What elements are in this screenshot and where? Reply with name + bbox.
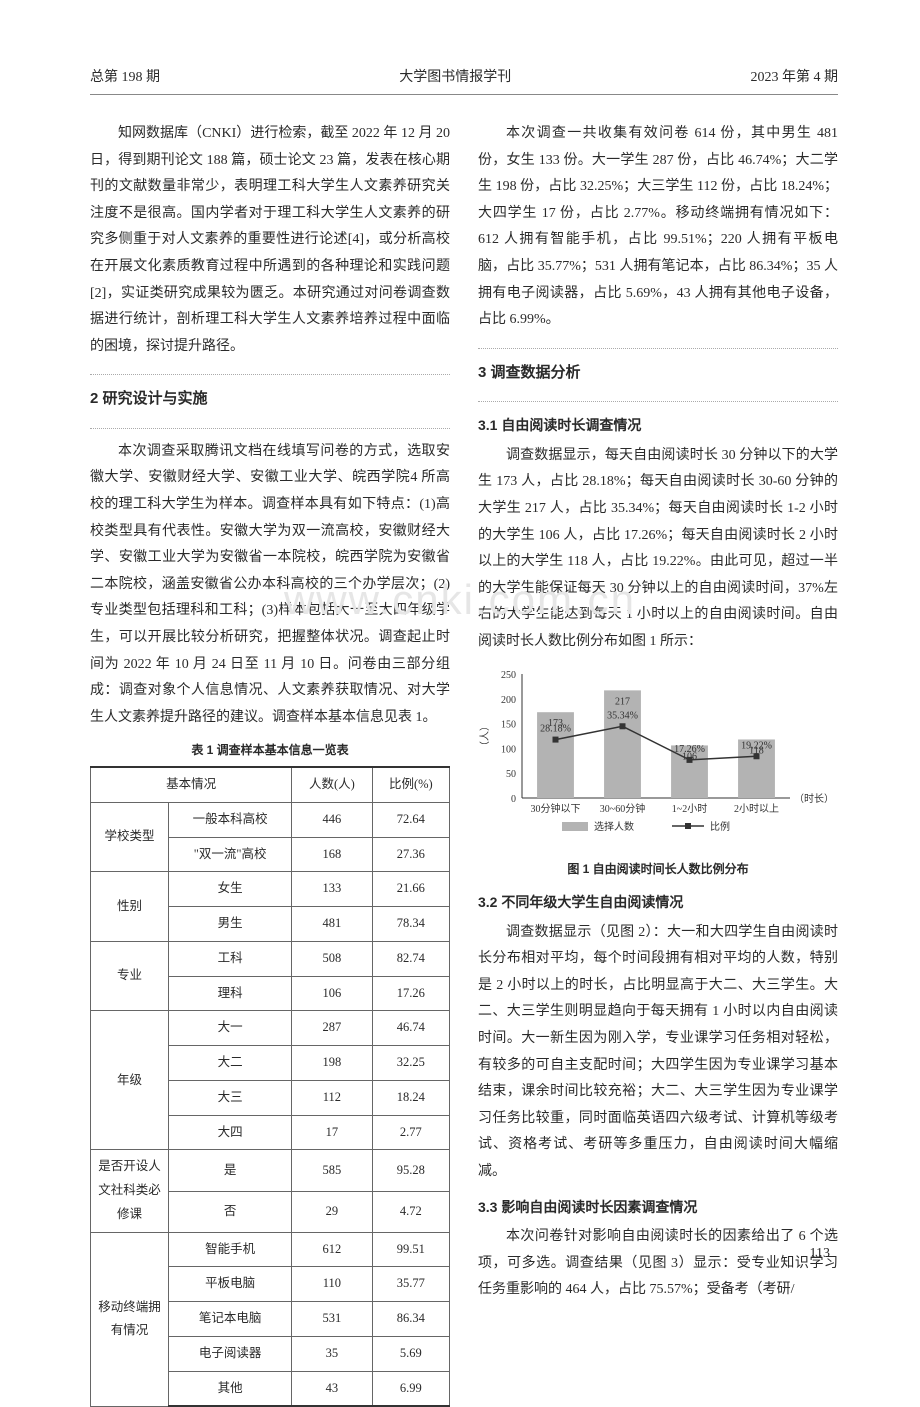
left-para-2: 本次调查采取腾讯文档在线填写问卷的方式，选取安徽大学、安徽财经大学、安徽工业大学… xyxy=(90,439,450,732)
svg-text:250: 250 xyxy=(501,670,516,681)
svg-text:217: 217 xyxy=(615,696,630,707)
figure-1-caption: 图 1 自由阅读时间长人数比例分布 xyxy=(478,858,838,881)
para-3-2: 调查数据显示（见图 2）：大一和大四学生自由阅读时长分布相对平均，每个时间段拥有… xyxy=(478,920,838,1186)
divider xyxy=(90,374,450,375)
svg-text:2小时以上: 2小时以上 xyxy=(734,803,779,815)
svg-text:28.18%: 28.18% xyxy=(540,723,571,734)
svg-text:35.34%: 35.34% xyxy=(607,710,638,721)
svg-text:100: 100 xyxy=(501,744,516,755)
svg-text:选择人数: 选择人数 xyxy=(594,820,634,833)
svg-text:（时长）: （时长） xyxy=(794,793,834,805)
header-right: 2023 年第 4 期 xyxy=(751,66,839,86)
page-number: 113 xyxy=(810,1246,830,1262)
svg-text:19.22%: 19.22% xyxy=(741,740,772,751)
divider xyxy=(478,348,838,349)
section-3-title: 3 调查数据分析 xyxy=(478,359,838,388)
svg-text:50: 50 xyxy=(506,769,516,780)
two-column-layout: 知网数据库（CNKI）进行检索，截至 2022 年 12 月 20 日，得到期刊… xyxy=(90,121,838,1407)
section-3-3-title: 3.3 影响自由阅读时长因素调查情况 xyxy=(478,1194,838,1221)
left-column: 知网数据库（CNKI）进行检索，截至 2022 年 12 月 20 日，得到期刊… xyxy=(90,121,450,1407)
svg-text:200: 200 xyxy=(501,694,516,705)
svg-text:30分钟以下: 30分钟以下 xyxy=(531,802,581,815)
right-para-top: 本次调查一共收集有效问卷 614 份，其中男生 481 份，女生 133 份。大… xyxy=(478,121,838,334)
svg-text:17.26%: 17.26% xyxy=(674,743,705,754)
svg-text:30~60分钟: 30~60分钟 xyxy=(600,802,645,815)
section-2-title: 2 研究设计与实施 xyxy=(90,385,450,414)
table-1-caption: 表 1 调查样本基本信息一览表 xyxy=(90,739,450,762)
svg-text:（人）: （人） xyxy=(479,721,491,751)
svg-text:0: 0 xyxy=(511,794,516,805)
section-3-2-title: 3.2 不同年级大学生自由阅读情况 xyxy=(478,889,838,916)
chart-1-svg: 050100150200250（人）17321710611828.18%35.3… xyxy=(478,664,838,844)
header-left: 总第 198 期 xyxy=(90,66,160,86)
divider xyxy=(478,401,838,402)
figure-1: 050100150200250（人）17321710611828.18%35.3… xyxy=(478,664,838,855)
page-header: 总第 198 期 大学图书情报学刊 2023 年第 4 期 xyxy=(90,66,838,95)
header-center: 大学图书情报学刊 xyxy=(399,66,511,86)
para-3-1: 调查数据显示，每天自由阅读时长 30 分钟以下的大学生 173 人，占比 28.… xyxy=(478,443,838,656)
svg-text:比例: 比例 xyxy=(710,820,730,833)
section-3-1-title: 3.1 自由阅读时长调查情况 xyxy=(478,412,838,439)
svg-text:150: 150 xyxy=(501,719,516,730)
divider xyxy=(90,428,450,429)
table-1: 基本情况人数(人)比例(%)学校类型一般本科高校44672.64"双一流"高校1… xyxy=(90,766,450,1407)
left-para-1: 知网数据库（CNKI）进行检索，截至 2022 年 12 月 20 日，得到期刊… xyxy=(90,121,450,360)
svg-text:1~2小时: 1~2小时 xyxy=(672,803,707,815)
para-3-3: 本次问卷针对影响自由阅读时长的因素给出了 6 个选项，可多选。调查结果（见图 3… xyxy=(478,1224,838,1304)
right-column: 本次调查一共收集有效问卷 614 份，其中男生 481 份，女生 133 份。大… xyxy=(478,121,838,1407)
